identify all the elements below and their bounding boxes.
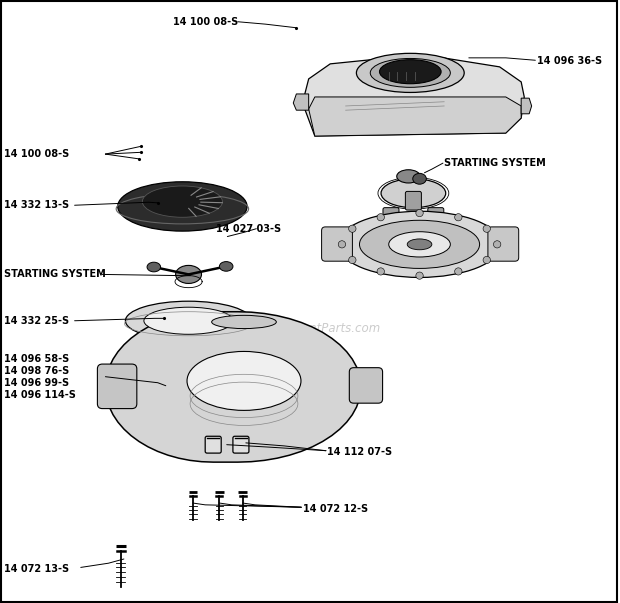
FancyBboxPatch shape [233, 436, 249, 453]
Text: eReplacementParts.com: eReplacementParts.com [237, 322, 381, 335]
FancyBboxPatch shape [322, 227, 352, 261]
FancyBboxPatch shape [97, 364, 137, 409]
Circle shape [454, 213, 462, 221]
Ellipse shape [379, 60, 441, 84]
Ellipse shape [413, 173, 427, 184]
Ellipse shape [381, 178, 446, 207]
Text: 14 096 99-S: 14 096 99-S [4, 377, 69, 388]
Polygon shape [105, 312, 361, 462]
FancyBboxPatch shape [349, 368, 383, 403]
Polygon shape [293, 94, 309, 110]
FancyBboxPatch shape [405, 191, 422, 210]
Circle shape [348, 225, 356, 232]
FancyBboxPatch shape [428, 207, 444, 226]
Text: 14 096 114-S: 14 096 114-S [4, 390, 76, 400]
Text: 14 098 76-S: 14 098 76-S [4, 365, 69, 376]
Circle shape [416, 209, 423, 216]
Circle shape [483, 225, 490, 232]
Ellipse shape [143, 186, 223, 217]
Circle shape [454, 268, 462, 275]
FancyBboxPatch shape [488, 227, 519, 261]
Ellipse shape [370, 58, 450, 87]
Polygon shape [521, 98, 531, 114]
Polygon shape [309, 97, 521, 136]
Polygon shape [303, 56, 525, 136]
Text: 14 332 13-S: 14 332 13-S [4, 200, 69, 210]
Ellipse shape [125, 302, 252, 340]
Ellipse shape [356, 53, 464, 92]
Text: 14 096 36-S: 14 096 36-S [536, 56, 601, 66]
Circle shape [416, 272, 423, 279]
FancyBboxPatch shape [383, 207, 399, 226]
Circle shape [348, 256, 356, 264]
Ellipse shape [397, 170, 420, 183]
Ellipse shape [389, 232, 450, 257]
Text: 14 027 03-S: 14 027 03-S [216, 224, 281, 235]
Text: STARTING SYSTEM: STARTING SYSTEM [444, 158, 546, 168]
Text: 14 072 12-S: 14 072 12-S [303, 504, 368, 514]
Text: 14 100 08-S: 14 100 08-S [4, 149, 69, 159]
Circle shape [377, 213, 384, 221]
Ellipse shape [187, 352, 301, 411]
Ellipse shape [147, 262, 161, 272]
Ellipse shape [211, 315, 277, 329]
Circle shape [494, 241, 501, 248]
FancyBboxPatch shape [205, 436, 221, 453]
Ellipse shape [407, 239, 432, 250]
Ellipse shape [118, 182, 247, 231]
Text: 14 112 07-S: 14 112 07-S [327, 447, 392, 457]
Ellipse shape [175, 265, 202, 283]
Circle shape [377, 268, 384, 275]
Ellipse shape [338, 211, 501, 277]
Circle shape [483, 256, 490, 264]
Text: STARTING SYSTEM: STARTING SYSTEM [4, 270, 105, 279]
Text: 14 332 25-S: 14 332 25-S [4, 316, 69, 326]
Ellipse shape [219, 262, 233, 271]
Circle shape [339, 241, 345, 248]
Ellipse shape [360, 220, 480, 268]
Text: 14 072 13-S: 14 072 13-S [4, 564, 69, 574]
Ellipse shape [144, 307, 233, 334]
Text: 14 100 08-S: 14 100 08-S [172, 17, 238, 27]
Text: 14 096 58-S: 14 096 58-S [4, 353, 69, 364]
